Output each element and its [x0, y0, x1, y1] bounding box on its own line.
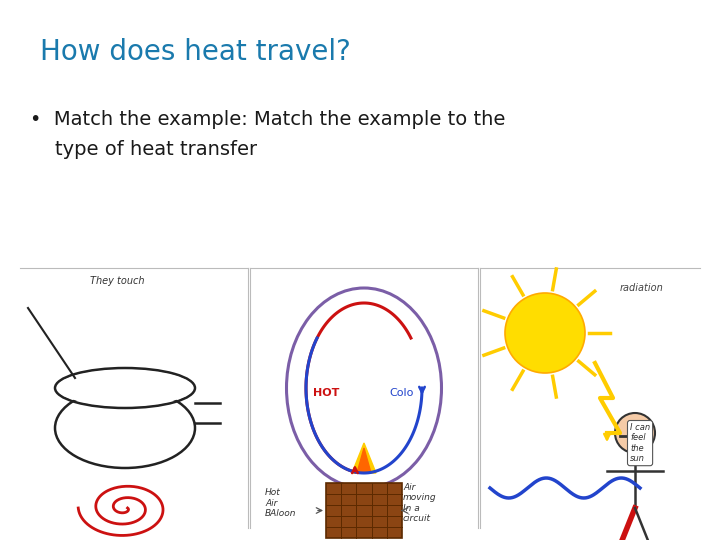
Text: Hot
Air
BAloon: Hot Air BAloon — [265, 488, 297, 518]
FancyBboxPatch shape — [326, 483, 402, 538]
Polygon shape — [352, 443, 376, 473]
Text: Air
moving
In a
circuit: Air moving In a circuit — [403, 483, 436, 523]
Circle shape — [505, 293, 585, 373]
Ellipse shape — [57, 370, 193, 406]
Text: •  Match the example: Match the example to the: • Match the example: Match the example t… — [30, 110, 505, 129]
Text: type of heat transfer: type of heat transfer — [30, 140, 257, 159]
Text: I can
feel
the
sun: I can feel the sun — [630, 423, 650, 463]
Text: radiation: radiation — [620, 283, 664, 293]
Polygon shape — [357, 448, 371, 473]
Text: How does heat travel?: How does heat travel? — [40, 38, 351, 66]
Text: Colo: Colo — [390, 388, 414, 398]
Circle shape — [615, 413, 655, 453]
Text: They touch: They touch — [90, 276, 145, 286]
Ellipse shape — [55, 368, 195, 408]
Text: HOT: HOT — [312, 388, 339, 398]
